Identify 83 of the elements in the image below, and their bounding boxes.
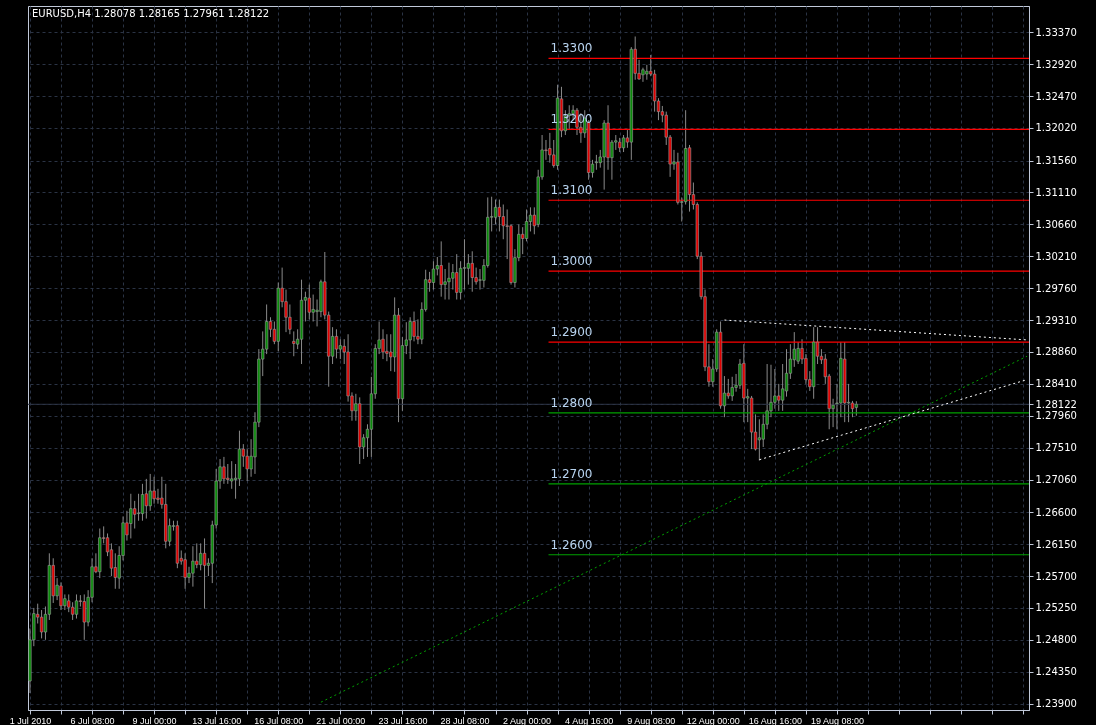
- y-tick-label: 1.27510: [1035, 442, 1077, 454]
- y-tick-label: 1.29760: [1035, 282, 1077, 294]
- candlestick: [478, 268, 482, 291]
- y-tick-label: 1.25700: [1035, 570, 1077, 582]
- candlestick: [524, 208, 529, 242]
- y-tick-label: 1.28860: [1035, 346, 1077, 358]
- x-tick-label: 4 Aug 16:00: [565, 715, 614, 725]
- candlestick: [385, 333, 389, 362]
- y-tick-label: 1.32020: [1035, 122, 1077, 134]
- candlestick: [311, 294, 315, 322]
- ref-line-label: 1.2800: [550, 395, 593, 410]
- x-tick-label: 1 Jul 2010: [9, 715, 52, 725]
- y-tick-label: 1.27960: [1035, 410, 1077, 422]
- candlestick: [757, 418, 761, 461]
- ref-line-label: 1.2900: [550, 325, 593, 340]
- candlestick: [462, 238, 467, 291]
- y-tick-label: 1.27060: [1035, 474, 1077, 486]
- candlestick: [183, 552, 187, 590]
- candlestick: [338, 338, 342, 360]
- y-tick-label: 1.30660: [1035, 218, 1077, 230]
- candlestick: [129, 493, 133, 539]
- chart-title: EURUSD,H4 1.28078 1.28165 1.27961 1.28122: [32, 8, 270, 19]
- candlestick: [730, 376, 734, 402]
- candlestick: [59, 581, 63, 611]
- candlestick: [334, 328, 339, 359]
- ref-line-label: 1.2700: [550, 466, 593, 481]
- candlestick: [82, 593, 86, 641]
- candlestick: [226, 463, 230, 485]
- candlestick: [439, 240, 443, 298]
- y-tick-label: 1.28122: [1035, 398, 1077, 410]
- ref-line-label: 1.3000: [550, 254, 593, 269]
- y-tick-label: 1.32470: [1035, 90, 1077, 102]
- candlestick: [784, 348, 789, 398]
- candlestick: [777, 383, 781, 412]
- ref-line-label: 1.3300: [550, 41, 593, 56]
- y-tick-label: 1.28410: [1035, 378, 1077, 390]
- candlestick: [137, 493, 141, 522]
- candlestick: [292, 330, 296, 357]
- candlestick: [501, 204, 505, 240]
- y-tick-label: 1.24350: [1035, 666, 1077, 678]
- x-tick-label: 12 Aug 00:00: [686, 715, 740, 725]
- y-tick-label: 1.29310: [1035, 314, 1077, 326]
- x-tick-label: 9 Jul 00:00: [132, 715, 177, 725]
- candlestick: [412, 311, 416, 342]
- x-tick-label: 23 Jul 16:00: [378, 715, 428, 725]
- y-tick-label: 1.33370: [1035, 26, 1077, 38]
- candlestick: [408, 316, 412, 360]
- candlestick: [152, 476, 156, 505]
- y-tick-label: 1.23900: [1035, 698, 1077, 710]
- candlestick: [548, 132, 552, 164]
- y-tick-label: 1.31110: [1035, 186, 1077, 198]
- y-tick-label: 1.26600: [1035, 506, 1077, 518]
- x-tick-label: 13 Jul 16:00: [192, 715, 242, 725]
- x-tick-label: 21 Jul 00:00: [316, 715, 366, 725]
- candlestick: [222, 456, 226, 485]
- ref-line-label: 1.3100: [550, 183, 593, 198]
- x-tick-label: 19 Aug 08:00: [810, 715, 864, 725]
- candlestick: [447, 262, 451, 301]
- x-tick-label: 16 Jul 08:00: [254, 715, 304, 725]
- ref-line-label: 1.2600: [550, 537, 593, 552]
- candlestick: [493, 199, 498, 225]
- y-tick-label: 1.26150: [1035, 538, 1077, 550]
- candlestick: [245, 448, 249, 482]
- x-tick-label: 16 Aug 16:00: [748, 715, 802, 725]
- candlestick: [144, 478, 148, 520]
- y-tick-label: 1.32920: [1035, 58, 1077, 70]
- candlestick: [40, 609, 44, 639]
- candlestick: [455, 253, 459, 301]
- candlestick: [191, 545, 195, 588]
- candlestick: [307, 284, 311, 320]
- y-tick-label: 1.24800: [1035, 634, 1077, 646]
- candlestick: [497, 199, 501, 232]
- candlestick: [470, 250, 474, 293]
- x-tick-label: 28 Jul 08:00: [440, 715, 490, 725]
- candlestick: [431, 260, 436, 291]
- y-tick-label: 1.25250: [1035, 602, 1077, 614]
- y-tick-label: 1.31560: [1035, 155, 1077, 167]
- x-tick-label: 6 Jul 08:00: [70, 715, 115, 725]
- candlestick: [140, 483, 145, 522]
- x-tick-label: 9 Aug 08:00: [627, 715, 676, 725]
- candlestick: [199, 542, 203, 571]
- y-tick-label: 1.30210: [1035, 250, 1077, 262]
- x-tick-label: 2 Aug 00:00: [503, 715, 552, 725]
